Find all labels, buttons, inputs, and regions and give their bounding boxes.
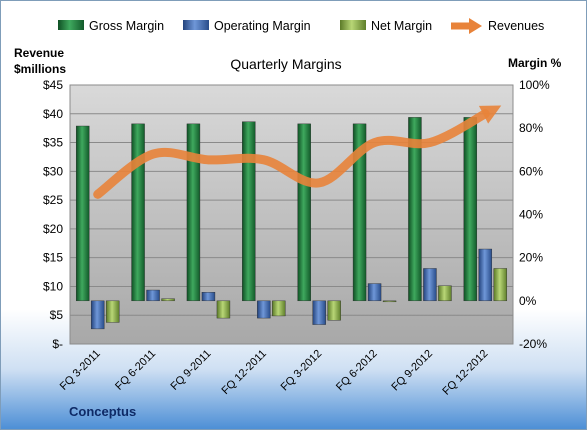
revenue-arrow-icon: [451, 18, 482, 34]
gross-margin-bar: [297, 123, 311, 302]
operating-margin-bar: [201, 292, 216, 302]
legend-label: Revenues: [488, 19, 544, 33]
category-label: FQ 6-2011: [113, 348, 158, 393]
gross-margin-bar: [352, 123, 367, 302]
left-tick-label: $30: [43, 164, 63, 178]
chart-marks: [75, 105, 508, 330]
legend: Gross Margin Operating Margin Net Margin…: [58, 18, 544, 34]
left-tick-label: $45: [43, 78, 63, 92]
operating-margin-bar: [478, 248, 493, 302]
chart-title: Quarterly Margins: [230, 56, 341, 72]
gross-margin-bar: [242, 121, 256, 302]
legend-item-gross-margin: Gross Margin: [58, 19, 164, 33]
left-tick-label: $25: [43, 193, 63, 207]
category-label: FQ 9-2011: [168, 348, 213, 393]
category-label: FQ 9-2012: [389, 348, 435, 394]
right-axis-title: Margin %: [508, 56, 562, 70]
category-label: FQ 3-2012: [279, 348, 325, 394]
right-tick-label: -20%: [519, 337, 547, 351]
legend-label: Operating Margin: [214, 19, 311, 33]
net-margin-bar: [105, 300, 120, 323]
left-tick-label: $20: [43, 222, 63, 236]
operating-margin-bar: [257, 300, 271, 319]
gross-margin-bar: [75, 125, 90, 302]
legend-item-net-margin: Net Margin: [340, 19, 432, 33]
right-tick-label: 60%: [519, 164, 543, 178]
operating-margin-swatch: [183, 20, 209, 30]
category-label: FQ 12-2012: [440, 348, 490, 398]
gross-margin-swatch: [58, 20, 84, 30]
operating-margin-bar: [90, 300, 105, 330]
category-label: FQ 6-2012: [334, 348, 380, 394]
left-tick-label: $15: [43, 251, 63, 265]
category-label: FQ 12-2011: [220, 348, 269, 397]
legend-label: Gross Margin: [89, 19, 164, 33]
operating-margin-bar: [312, 300, 326, 325]
gross-margin-bar: [463, 117, 478, 302]
footer-label: Conceptus: [69, 404, 136, 419]
right-tick-label: 80%: [519, 121, 543, 135]
legend-label: Net Margin: [371, 19, 432, 33]
net-margin-bar: [382, 300, 397, 303]
left-axis-title-line1: Revenue: [14, 46, 64, 60]
net-margin-bar: [216, 300, 231, 319]
left-tick-label: $35: [43, 136, 63, 150]
net-margin-bar: [272, 300, 286, 317]
operating-margin-bar: [146, 289, 160, 302]
right-tick-label: 0%: [519, 294, 537, 308]
operating-margin-bar: [367, 283, 382, 302]
left-tick-label: $40: [43, 107, 63, 121]
revenues-arrowhead: [478, 105, 502, 124]
net-margin-swatch: [340, 20, 366, 30]
net-margin-bar: [327, 300, 341, 321]
right-tick-label: 20%: [519, 251, 543, 265]
operating-margin-bar: [423, 268, 437, 302]
legend-item-revenues: Revenues: [451, 18, 544, 34]
gross-margin-bar: [186, 123, 201, 302]
net-margin-bar: [161, 298, 175, 302]
right-tick-label: 100%: [519, 78, 550, 92]
revenues-line: [93, 109, 490, 199]
left-tick-label: $5: [50, 308, 64, 322]
gross-margin-bar: [408, 117, 422, 302]
net-margin-bar: [438, 285, 452, 302]
legend-item-operating-margin: Operating Margin: [183, 19, 311, 33]
right-tick-label: 40%: [519, 208, 543, 222]
gross-margin-bar: [131, 123, 145, 302]
category-label: FQ 3-2011: [58, 348, 103, 393]
net-margin-bar: [493, 268, 508, 302]
left-tick-label: $-: [52, 337, 63, 351]
left-tick-label: $10: [43, 279, 63, 293]
left-axis-title-line2: $millions: [14, 62, 66, 76]
